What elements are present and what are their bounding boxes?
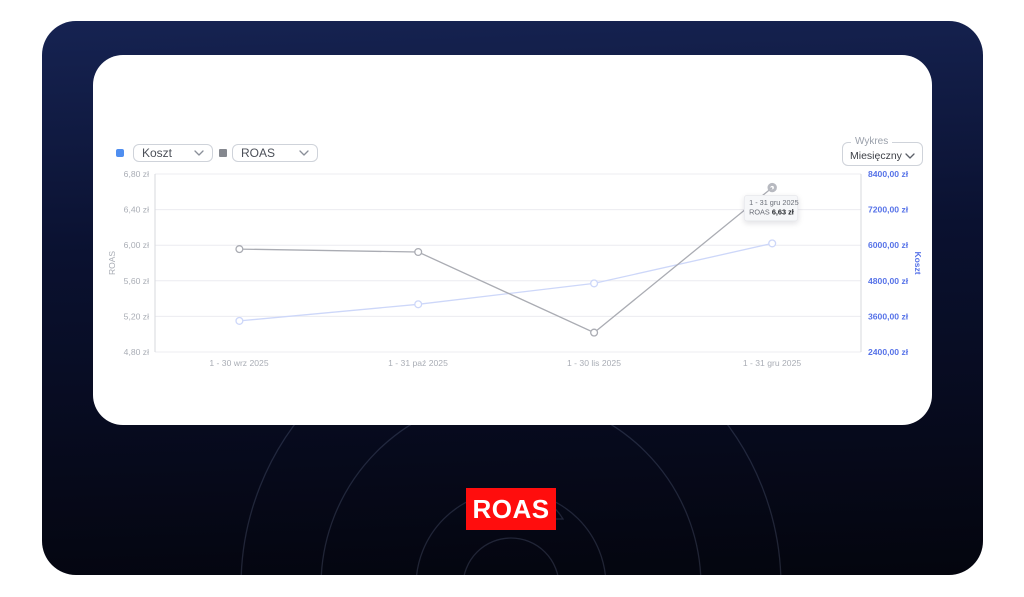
svg-text:ROAS: ROAS xyxy=(107,251,117,275)
svg-text:6,40 zł: 6,40 zł xyxy=(124,205,149,215)
svg-text:3600,00 zł: 3600,00 zł xyxy=(868,311,909,321)
svg-text:7200,00 zł: 7200,00 zł xyxy=(868,205,909,215)
svg-text:1 - 30 lis 2025: 1 - 30 lis 2025 xyxy=(567,358,621,368)
svg-text:1 - 30 wrz 2025: 1 - 30 wrz 2025 xyxy=(209,358,268,368)
svg-text:5,60 zł: 5,60 zł xyxy=(124,276,149,286)
svg-text:6,00 zł: 6,00 zł xyxy=(124,240,149,250)
svg-text:5,20 zł: 5,20 zł xyxy=(124,311,149,321)
svg-text:2400,00 zł: 2400,00 zł xyxy=(868,347,909,357)
svg-text:6,80 zł: 6,80 zł xyxy=(124,169,149,179)
svg-text:8400,00 zł: 8400,00 zł xyxy=(868,169,909,179)
svg-text:6000,00 zł: 6000,00 zł xyxy=(868,240,909,250)
svg-text:1 - 31 gru 2025: 1 - 31 gru 2025 xyxy=(743,358,802,368)
svg-text:Koszt: Koszt xyxy=(913,251,923,274)
svg-text:1 - 31 paź 2025: 1 - 31 paź 2025 xyxy=(388,358,448,368)
svg-text:4800,00 zł: 4800,00 zł xyxy=(868,276,909,286)
svg-text:4,80 zł: 4,80 zł xyxy=(124,347,149,357)
